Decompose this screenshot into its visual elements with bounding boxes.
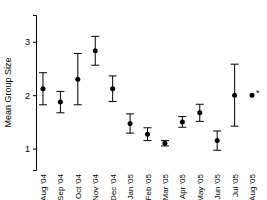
- point: [250, 93, 255, 98]
- error-bar-cap: [39, 104, 47, 105]
- error-bar: [109, 76, 117, 102]
- x-axis: Aug '04 Sep '04 Oct '04 Nov '04 Dec '04 Jan '…: [39, 173, 257, 200]
- y-axis-line: [33, 16, 37, 171]
- error-bar-cap: [91, 65, 99, 66]
- x-tick: Jun '05: [213, 173, 222, 199]
- point: [215, 138, 220, 143]
- error-bar-cap: [178, 116, 186, 117]
- error-bar-cap: [109, 101, 117, 102]
- error-bar: [39, 73, 47, 105]
- error-bar-cap: [213, 150, 221, 151]
- x-tick: Mar '05: [161, 173, 170, 200]
- error-bar: [231, 64, 239, 126]
- y-tick-mark: [33, 42, 36, 43]
- x-tick: Dec '04: [109, 173, 118, 200]
- x-tick: Feb '05: [144, 173, 153, 200]
- error-bar-cap: [213, 130, 221, 131]
- x-tick: Aug '04: [39, 173, 48, 200]
- y-tick-mark: [33, 95, 36, 96]
- error-bar-cap: [126, 113, 134, 114]
- x-tick-label: Nov '04: [91, 173, 100, 200]
- error-bar-cap: [109, 75, 117, 76]
- y-tick-label: 3: [25, 37, 30, 47]
- error-bar: [196, 104, 204, 121]
- x-tick: Jan '05: [126, 173, 135, 199]
- error-bar: [56, 91, 64, 112]
- chart: 1 2 3 Aug '04 Sep '04 Oct '04 Nov '04 Dec '04 Ja…: [0, 0, 267, 200]
- error-bar-cap: [144, 140, 152, 141]
- x-tick: May '05: [196, 173, 205, 200]
- error-bar: [144, 128, 152, 141]
- error-bar-cap: [178, 127, 186, 128]
- point: [93, 48, 98, 53]
- error-bar-cap: [39, 72, 47, 73]
- error-bar: [213, 131, 221, 150]
- x-tick-label: Oct '04: [74, 173, 83, 199]
- error-bar-cap: [144, 127, 152, 128]
- x-tick: Nov '04: [91, 173, 100, 200]
- x-tick-label: Mar '05: [161, 173, 170, 200]
- x-tick-label: Feb '05: [144, 173, 153, 200]
- x-tick-label: Aug '05: [248, 173, 257, 200]
- x-tick-label: Sep '04: [56, 173, 65, 200]
- point: [128, 121, 133, 126]
- x-tick-label: Jun '05: [213, 173, 222, 199]
- error-bar-cap: [91, 36, 99, 37]
- point: [58, 100, 63, 105]
- point: [75, 77, 80, 82]
- x-tick: Apr '05: [178, 173, 187, 199]
- y-tick-label: 1: [25, 144, 30, 154]
- y-tick: 3: [25, 37, 36, 47]
- x-tick: Oct '04: [74, 173, 83, 199]
- point: [145, 132, 150, 137]
- error-bar-cap: [196, 104, 204, 105]
- error-bar-cap: [196, 121, 204, 122]
- y-tick-mark: [33, 149, 36, 150]
- error-bar-cap: [74, 104, 82, 105]
- error-bar: [91, 36, 99, 65]
- x-tick-label: Apr '05: [178, 173, 187, 199]
- y-axis-title: Mean Group Size: [3, 57, 13, 127]
- error-bar-cap: [126, 133, 134, 134]
- error-bar-cap: [56, 91, 64, 92]
- x-tick-label: Dec '04: [109, 173, 118, 200]
- x-tick-label: Jul '05: [231, 173, 240, 196]
- error-bar: [161, 141, 169, 146]
- x-tick: Sep '04: [56, 173, 65, 200]
- y-tick-label: 2: [25, 91, 30, 101]
- error-bar-cap: [74, 53, 82, 54]
- x-tick: Aug '05: [248, 173, 257, 200]
- error-bar-cap: [231, 64, 239, 65]
- point: [232, 93, 237, 98]
- point: [180, 119, 185, 124]
- x-tick-label: Jan '05: [126, 173, 135, 199]
- error-bar: [74, 53, 82, 104]
- point: [162, 141, 167, 146]
- point: [110, 86, 115, 91]
- y-axis: 1 2 3: [25, 16, 37, 171]
- point: [40, 86, 45, 91]
- plot-area: 1 2 3 Aug '04 Sep '04 Oct '04 Nov '04 Dec '04 Ja…: [25, 16, 260, 200]
- y-tick: 1: [25, 144, 36, 154]
- error-bar-cap: [56, 112, 64, 113]
- y-tick: 2: [25, 91, 36, 101]
- annotation: *: [256, 88, 260, 98]
- x-tick-label: Aug '04: [39, 173, 48, 200]
- x-tick-label: May '05: [196, 173, 205, 200]
- error-bar-cap: [231, 126, 239, 127]
- error-bar: [178, 117, 186, 128]
- point: [197, 110, 202, 115]
- marks: [39, 36, 255, 150]
- x-tick: Jul '05: [231, 173, 240, 196]
- error-bar: [126, 114, 134, 133]
